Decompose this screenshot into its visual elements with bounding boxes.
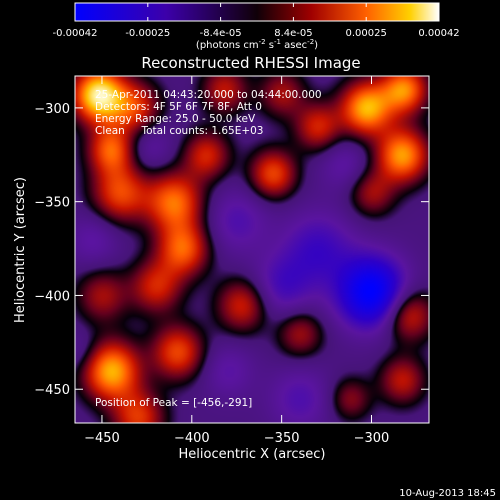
- y-axis-label: Heliocentric Y (arcsec): [13, 177, 28, 323]
- heatmap-image: [75, 76, 429, 423]
- colorbar-tick-label: 8.4e-05: [274, 28, 312, 39]
- footer-date: 10-Aug-2013 18:45: [399, 488, 496, 499]
- chart-title: Reconstructed RHESSI Image: [141, 54, 360, 72]
- x-tick-label: −300: [354, 431, 390, 446]
- colorbar-gradient: [74, 2, 440, 22]
- x-tick-label: −400: [174, 431, 210, 446]
- colorbar-tick-label: -8.4e-05: [200, 28, 242, 39]
- x-tick-label: −450: [84, 431, 120, 446]
- peak-position-label: Position of Peak = [-456,-291]: [95, 397, 252, 409]
- annotation-clean-counts: Clean Total counts: 1.65E+03: [95, 125, 264, 137]
- colorbar: -0.00042 -0.00025 -8.4e-05 8.4e-05 0.00025 0.…: [53, 2, 460, 51]
- colorbar-tick-label: -0.00042: [53, 28, 98, 39]
- y-tick-label: −300: [34, 102, 70, 117]
- x-tick-label: −350: [264, 431, 300, 446]
- y-tick-label: −350: [34, 196, 70, 211]
- annotation-detectors: Detectors: 4F 5F 6F 7F 8F, Att 0: [95, 101, 262, 113]
- annotation-block: 25-Apr-2011 04:43:20.000 to 04:44:00.000…: [95, 89, 322, 409]
- annotation-energy-range: Energy Range: 25.0 - 50.0 keV: [95, 113, 256, 125]
- colorbar-tick-label: -0.00025: [125, 28, 170, 39]
- annotation-time-range: 25-Apr-2011 04:43:20.000 to 04:44:00.000: [95, 89, 322, 101]
- y-tick-label: −450: [34, 383, 70, 398]
- x-axis-label: Heliocentric X (arcsec): [179, 447, 326, 462]
- colorbar-tick-label: 0.00042: [418, 28, 459, 39]
- plot-area: −450 −400 −350 −300 −300 −350 −400 −450: [34, 75, 430, 446]
- colorbar-unit: (photons cm-2 s-1 asec-2): [196, 38, 318, 51]
- y-tick-label: −400: [34, 289, 70, 304]
- plot-frame: [74, 75, 430, 424]
- colorbar-tick-label: 0.00025: [346, 28, 387, 39]
